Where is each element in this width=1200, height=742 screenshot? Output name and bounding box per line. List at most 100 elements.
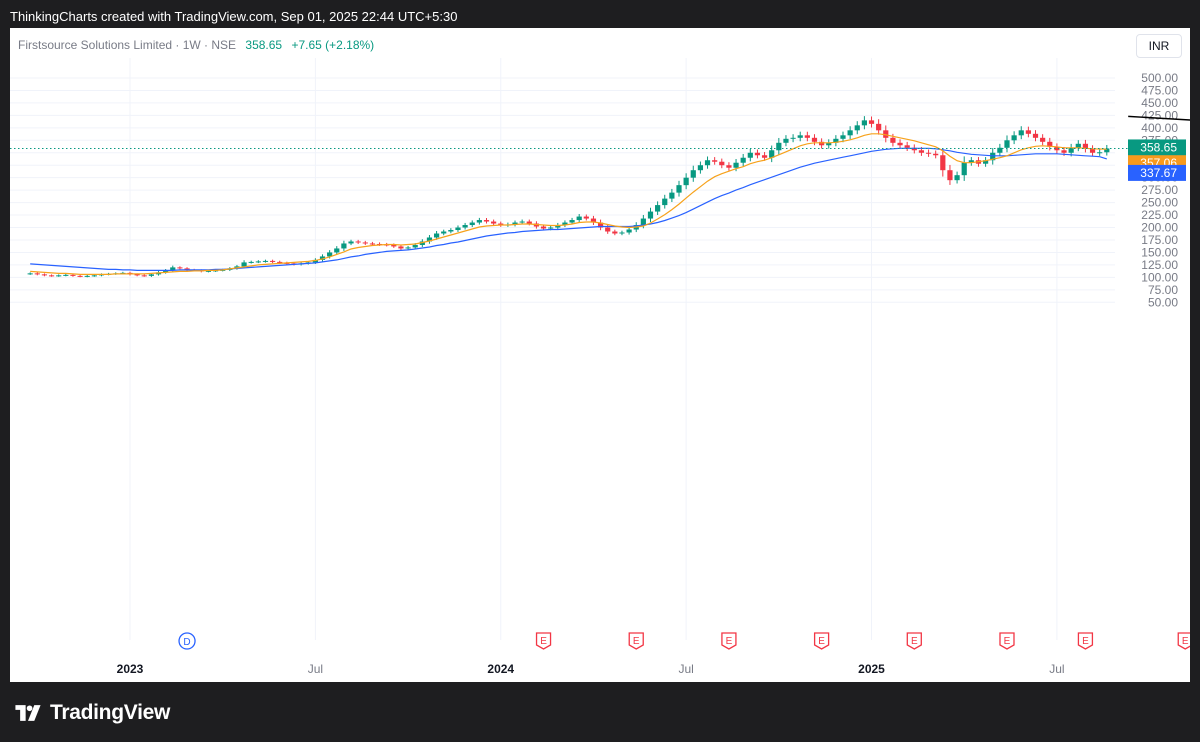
candle-body [555,225,561,228]
candle [840,131,846,143]
candle-body [77,275,83,277]
currency-button[interactable]: INR [1136,34,1182,58]
candle [369,241,376,246]
candle [34,272,40,276]
time-tick-label: Jul [308,662,323,676]
candle [761,152,768,161]
candle [897,139,903,149]
tradingview-footer: TradingView [12,700,170,726]
candle-body [348,241,354,244]
chart-panel[interactable]: 500.00475.00450.00425.00400.00375.00350.… [10,28,1190,682]
earnings-letter: E [726,636,733,647]
time-tick-label: Jul [678,662,693,676]
candle-body [48,275,55,277]
candle-body [519,221,525,223]
candle [1082,139,1089,153]
candle [84,274,90,278]
candle [925,149,932,157]
candle-body [312,259,318,263]
candle-body [170,267,176,271]
candle [1018,126,1024,140]
candle-body [647,211,654,219]
candle-body [897,142,903,146]
symbol-legend: Firstsource Solutions Limited · 1W · NSE… [18,38,374,52]
candle-body [1011,135,1017,141]
candle-body [419,241,425,245]
ema-slow-tag-bg [1128,164,1186,181]
candle-body [462,225,468,228]
candle-body [626,229,632,233]
candle [662,194,668,209]
candle-body [398,246,404,249]
candle-body [248,261,254,263]
candle [177,266,183,270]
candle-body [1054,146,1060,151]
candle-body [241,262,247,267]
candle [77,274,83,278]
candle-body [319,256,326,260]
price-tick-label: 400.00 [1141,121,1178,135]
candle [726,162,732,171]
candle-body [1025,130,1031,134]
earnings-icon [999,632,1015,650]
candle-body [868,120,875,124]
candle [783,135,789,147]
candle-body [947,170,953,181]
candle [27,272,33,275]
price-tick-label: 225.00 [1141,208,1178,222]
earnings-icon [906,632,922,650]
candle [1089,145,1096,157]
candle [398,244,404,250]
candle [433,230,440,240]
candle-body [498,223,504,226]
candle [968,157,974,166]
candle [933,150,939,159]
candle-body [690,170,696,178]
candle [562,220,568,228]
earnings-letter: E [1082,636,1089,647]
price-chart[interactable]: 500.00475.00450.00425.00400.00375.00350.… [10,28,1190,682]
candle-body [34,273,40,275]
candle [1054,143,1060,154]
candle [1040,134,1046,146]
candle-body [141,275,147,277]
candle-body [448,230,454,232]
candle-body [327,252,333,257]
candle-body [990,152,996,161]
time-tick-label: 2023 [117,662,144,676]
candle [590,215,597,225]
candle [719,158,725,169]
earnings-letter: E [633,636,640,647]
dividend-letter: D [183,637,190,648]
candle [462,222,468,230]
candle [319,254,326,262]
candle [704,156,711,169]
candle-body [861,120,867,126]
candle [854,121,860,135]
candle-body [662,198,668,206]
ema-slow-tag: 337.67 [1128,164,1186,181]
candle [690,165,696,182]
candle [355,239,361,244]
candle-body [597,222,604,228]
candle-body [1089,148,1096,153]
candle-body [1061,150,1067,153]
candle-body [184,268,190,270]
candle-body [590,218,597,223]
candle-body [819,141,825,146]
symbol-title: Firstsource Solutions Limited · 1W · NSE [18,38,237,52]
candle-body [569,220,575,223]
price-tick-label: 50.00 [1148,295,1178,309]
candle [419,239,425,248]
price-tick-label: 500.00 [1141,71,1178,85]
candle-body [968,160,974,163]
candle [341,240,347,251]
earnings-marker: E [813,632,830,650]
candle-body [1068,147,1074,153]
candle-body [91,275,97,277]
candle-body [719,161,725,166]
candle [270,259,276,264]
ema-slow-tag-text: 337.67 [1140,166,1177,180]
candle-body [56,275,62,277]
candle-body [605,227,611,232]
